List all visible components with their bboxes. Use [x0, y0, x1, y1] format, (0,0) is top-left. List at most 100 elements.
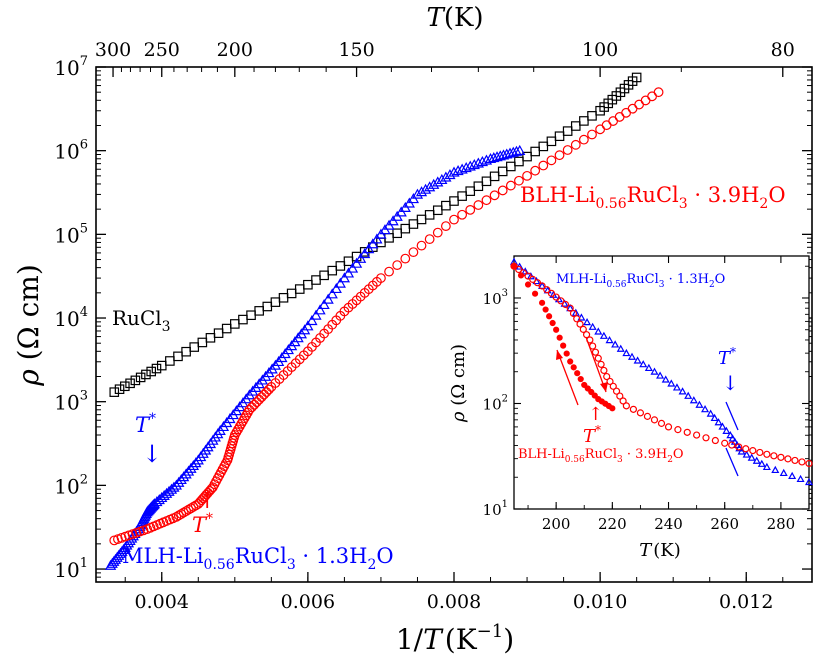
- data-point: [262, 301, 273, 312]
- data-point: [314, 304, 326, 315]
- inset-data-point: [644, 363, 653, 372]
- data-point: [302, 320, 314, 331]
- top-tick-label: 100: [582, 39, 618, 61]
- data-point: [448, 166, 460, 177]
- inset-data-point: [552, 293, 560, 301]
- data-point: [238, 416, 248, 426]
- data-point: [457, 191, 467, 201]
- inset-data-point: [515, 265, 523, 274]
- data-point: [109, 387, 120, 397]
- inset-data-point: [756, 448, 764, 457]
- data-point: [634, 99, 644, 110]
- inset-y-tick-label: 103: [483, 288, 508, 308]
- y-tick-label: 101: [54, 556, 88, 582]
- data-point: [130, 375, 141, 386]
- y-axis-label: ρ (Ω cm): [12, 264, 45, 387]
- label-blh: BLH-Li0.56RuCl3 · 3.9H2O: [520, 183, 786, 212]
- data-point: [230, 319, 240, 329]
- inset-data-point: [667, 379, 676, 387]
- inset-data-point: [547, 289, 556, 297]
- data-point: [460, 162, 472, 173]
- inset-data-point: [657, 419, 666, 427]
- inset-data-point: [549, 319, 556, 327]
- data-point: [156, 360, 167, 371]
- data-point: [538, 160, 549, 171]
- data-point: [476, 155, 489, 167]
- inset-data-point: [733, 440, 742, 449]
- inset-data-point: [714, 418, 723, 426]
- data-point: [181, 346, 191, 357]
- data-point: [408, 247, 419, 258]
- inset-data-point: [560, 342, 567, 349]
- inset-data-point: [664, 423, 673, 431]
- data-point: [578, 134, 589, 145]
- inset-label-mlh: MLH-Li0.56RuCl3 · 1.3H2O: [556, 272, 725, 290]
- tstar-red-arrow: ↑: [198, 489, 216, 514]
- inset-data-point: [784, 455, 792, 463]
- inset-data-point: [629, 405, 638, 413]
- data-point: [538, 141, 549, 152]
- inset-data-point: [735, 443, 743, 451]
- inset-data-point: [600, 366, 608, 375]
- inset-data-point: [674, 426, 682, 434]
- data-point: [371, 233, 383, 244]
- data-point: [640, 95, 651, 106]
- data-point: [342, 267, 355, 278]
- inset-data-point: [538, 282, 546, 290]
- top-tick-label: 300: [95, 39, 131, 61]
- inset-data-point: [531, 290, 539, 297]
- inset-data-point: [588, 322, 597, 330]
- data-point: [141, 369, 151, 380]
- data-point: [251, 397, 262, 408]
- data-point: [449, 214, 459, 225]
- data-point: [562, 126, 573, 136]
- inset-data-point: [622, 402, 630, 410]
- inset-data-point: [557, 297, 565, 305]
- data-point: [428, 178, 440, 189]
- data-point: [229, 430, 240, 440]
- data-point: [468, 158, 480, 170]
- top-tick-label: 250: [144, 39, 180, 61]
- inset-data-point: [570, 364, 577, 371]
- series-0: [109, 72, 642, 397]
- data-point: [601, 120, 612, 131]
- data-point: [514, 156, 524, 167]
- data-point: [326, 288, 338, 299]
- x-tick-label: 0.004: [135, 591, 189, 613]
- data-point: [264, 384, 274, 395]
- data-point: [270, 297, 281, 307]
- data-point: [170, 479, 182, 490]
- data-point: [338, 272, 351, 283]
- inset-data-point: [742, 450, 751, 458]
- data-point: [507, 146, 519, 157]
- data-point: [233, 424, 243, 435]
- data-point: [510, 145, 523, 156]
- inset-data-point: [650, 416, 659, 424]
- x-tick-label: 0.012: [719, 591, 773, 613]
- inset-data-point: [728, 441, 736, 449]
- data-point: [318, 298, 330, 310]
- inset-data-point: [573, 315, 581, 323]
- inset-data-point: [561, 300, 570, 309]
- data-point: [444, 169, 456, 180]
- y-tick-label: 107: [54, 54, 88, 80]
- inset-data-point: [577, 375, 584, 383]
- data-point: [234, 421, 245, 432]
- inset-data-point: [633, 356, 642, 364]
- data-point: [562, 145, 573, 155]
- inset-data-point: [566, 303, 575, 312]
- data-point: [213, 328, 224, 338]
- data-point: [400, 253, 411, 264]
- inset-frame: [513, 255, 810, 510]
- inset-data-point: [718, 422, 727, 430]
- inset-data-point: [579, 325, 587, 333]
- tstar-red-label: T*: [192, 511, 213, 537]
- inset-y-tick-label: 101: [483, 499, 508, 519]
- data-point: [221, 323, 232, 334]
- inset-data-point: [650, 367, 659, 375]
- data-point: [294, 284, 305, 294]
- inset-data-point: [599, 331, 608, 339]
- data-point: [168, 481, 180, 492]
- inset-data-point: [594, 327, 603, 335]
